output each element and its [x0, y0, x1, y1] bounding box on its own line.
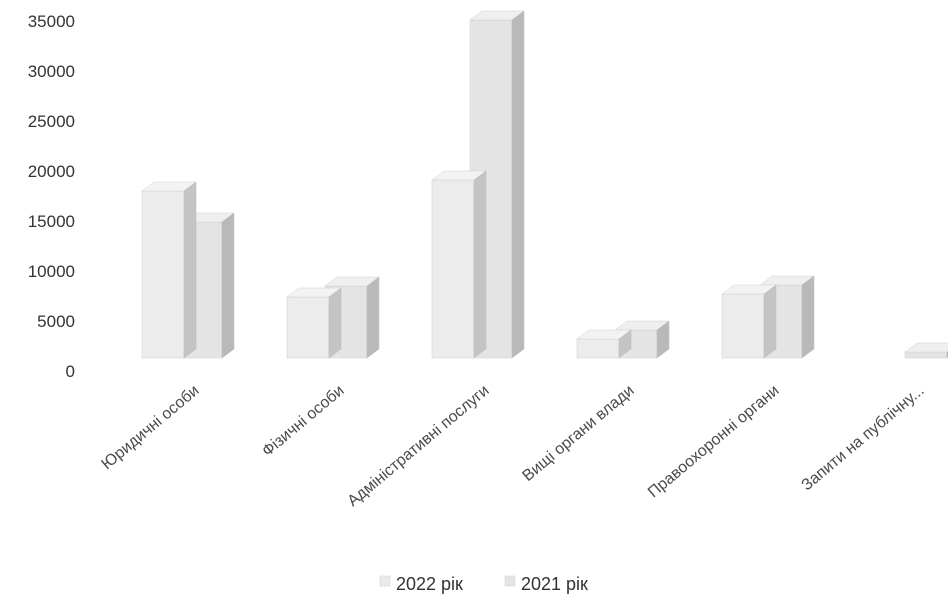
y-tick-label: 20000: [28, 162, 75, 181]
x-category-label: Правоохоронні органи: [645, 382, 783, 501]
y-axis: 0 5000 10000 15000 20000 25000 30000 35000: [28, 12, 75, 381]
y-tick-label: 5000: [37, 312, 75, 331]
bar-side-face: [328, 287, 342, 359]
bar-top-face: [904, 342, 948, 353]
bar-2022: [141, 181, 197, 359]
legend-swatch-2021: [504, 575, 516, 587]
bar-2022: [721, 284, 777, 359]
bar-front-face: [286, 296, 330, 359]
legend: 2022 рік 2021 рік: [379, 574, 588, 594]
x-category-label: Запити на публічну...: [799, 382, 928, 494]
bar-front-face: [904, 351, 948, 359]
y-tick-label: 0: [66, 362, 75, 381]
bar-front-face: [576, 338, 620, 359]
bar-2022: [286, 287, 342, 359]
bar-side-face: [618, 329, 632, 359]
y-tick-label: 10000: [28, 262, 75, 281]
bar-side-face: [763, 284, 777, 359]
legend-label-2022: 2022 рік: [396, 574, 463, 594]
y-tick-label: 30000: [28, 62, 75, 81]
y-tick-label: 15000: [28, 212, 75, 231]
bar-side-face: [183, 181, 197, 359]
x-category-label: Вищі органи влади: [520, 382, 638, 485]
bar-side-face: [221, 212, 235, 359]
bar-2022: [431, 170, 487, 359]
bar-side-face: [801, 275, 815, 359]
bar-side-face: [473, 170, 487, 359]
legend-label-2021: 2021 рік: [521, 574, 588, 594]
x-category-label: Юридичні особи: [99, 382, 203, 473]
y-tick-label: 35000: [28, 12, 75, 31]
bar-side-face: [656, 320, 670, 359]
y-tick-label: 25000: [28, 112, 75, 131]
bar-side-face: [366, 276, 380, 359]
x-category-label: Фізичні особи: [259, 382, 347, 460]
bar-front-face: [721, 293, 765, 359]
x-axis-labels: Юридичні особи Фізичні особиАдміністратив…: [99, 382, 928, 510]
bars: [141, 10, 948, 359]
bar-2021: [904, 342, 948, 359]
x-category-label: Адміністративні послуги: [345, 382, 493, 510]
bar-side-face: [511, 10, 525, 359]
bar-front-face: [141, 190, 185, 359]
bar-2022: [576, 329, 632, 359]
bar-front-face: [431, 179, 475, 359]
legend-swatch-2022: [379, 575, 391, 587]
